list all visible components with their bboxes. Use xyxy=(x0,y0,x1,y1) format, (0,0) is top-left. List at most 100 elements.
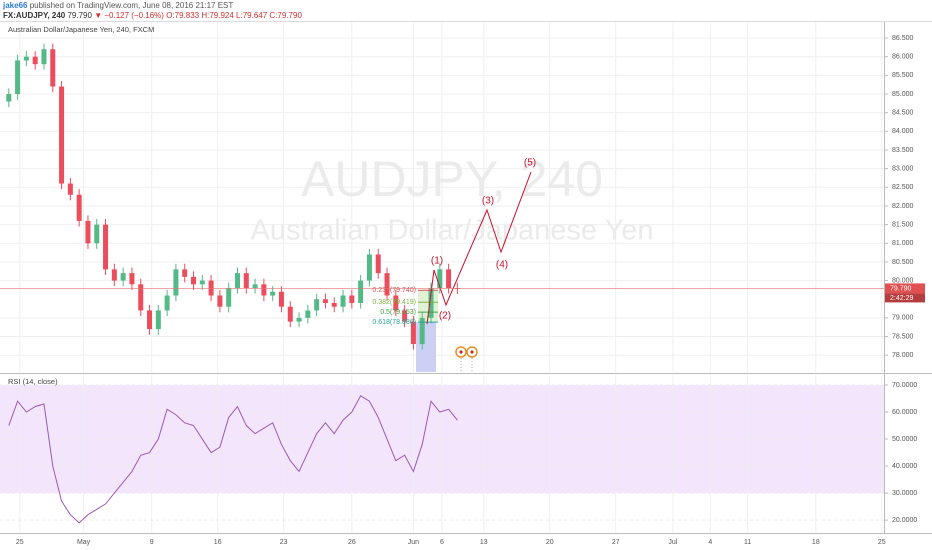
candle-body xyxy=(384,273,390,296)
countdown-tag xyxy=(885,293,925,303)
candle-body xyxy=(234,273,240,289)
candle-body xyxy=(410,321,416,345)
x-tick-label: 25 xyxy=(878,539,886,546)
candle-body xyxy=(305,310,311,318)
x-tick-label: 27 xyxy=(612,539,620,546)
candle-body xyxy=(243,273,249,289)
candle-body xyxy=(94,224,100,244)
y-tick-label: 83.500 xyxy=(892,147,914,154)
y-tick-label: 85.500 xyxy=(892,72,914,79)
candle-body xyxy=(103,224,109,270)
candle-body xyxy=(393,295,399,311)
plot: (1) (2) (3) (4) (5) xyxy=(6,43,536,524)
x-tick-label: 6 xyxy=(440,539,444,546)
candle-body xyxy=(261,284,267,296)
x-tick-label: 23 xyxy=(280,539,288,546)
candle-body xyxy=(278,291,284,307)
y-tick-label: 50.0000 xyxy=(892,436,917,443)
close: C:79.790 xyxy=(269,11,302,20)
x-tick-label: 18 xyxy=(812,539,820,546)
author[interactable]: jake66 xyxy=(2,1,28,10)
x-tick-label: 11 xyxy=(744,539,751,546)
y-tick-label: 80.000 xyxy=(892,277,914,284)
y-tick-label: 70.0000 xyxy=(892,382,917,389)
candle-body xyxy=(32,56,38,65)
y-tick-label: 83.000 xyxy=(892,165,914,172)
candle-body xyxy=(6,94,12,102)
candle-body xyxy=(173,269,179,296)
candle-body xyxy=(446,269,452,289)
candle-body xyxy=(208,280,214,296)
header-line-2: FX:AUDJPY, 240 79.790 ▼ −0.127 (−0.16%) … xyxy=(3,11,302,20)
y-tick-label: 78.500 xyxy=(892,333,914,340)
fib-label: 0.618(78.886) xyxy=(372,319,416,326)
wave-label: (5) xyxy=(524,158,536,169)
low: L:79.647 xyxy=(236,11,268,20)
pane-title: Australian Dollar/Japanese Yen, 240, FXC… xyxy=(8,25,154,34)
fib-label: 0.5(79.153) xyxy=(380,309,416,316)
y-tick-label: 82.000 xyxy=(892,203,914,210)
x-tick-label: 13 xyxy=(480,539,488,546)
candle-body xyxy=(182,269,188,277)
x-tick-label: 9 xyxy=(150,539,154,546)
y-tick-label: 40.0000 xyxy=(892,463,917,470)
candle-body xyxy=(164,295,170,311)
candle-body xyxy=(199,280,205,285)
last-price-tag xyxy=(885,283,925,294)
candle-body xyxy=(41,49,47,65)
range-zone xyxy=(416,322,436,372)
open: O:79.833 xyxy=(166,11,199,20)
high: H:79.924 xyxy=(201,11,234,20)
wave-label: (2) xyxy=(439,311,451,322)
rsi-title: RSI (14, close) xyxy=(8,377,58,386)
last: 79.790 xyxy=(67,11,92,20)
event-dot xyxy=(470,350,474,354)
candle-body xyxy=(287,306,293,322)
y-tick-label: 81.500 xyxy=(892,221,914,228)
symbol: FX:AUDJPY, 240 xyxy=(3,11,66,20)
x-tick-label: Jul xyxy=(668,539,677,546)
candle-body xyxy=(67,183,73,195)
wave-label: (3) xyxy=(482,196,494,207)
candle-body xyxy=(15,60,21,95)
candle-body xyxy=(191,276,197,285)
arrow: ▼ xyxy=(94,11,102,20)
candle-body xyxy=(296,317,302,322)
y-tick-label: 85.000 xyxy=(892,91,914,98)
candle-body xyxy=(23,56,29,61)
y-tick-label: 82.500 xyxy=(892,184,914,191)
candle-body xyxy=(129,273,135,285)
y-tick-label: 30.0000 xyxy=(892,490,917,497)
candle-body xyxy=(147,310,153,330)
candle-body xyxy=(437,269,443,289)
candle-body xyxy=(358,280,364,303)
y-tick-label: 60.0000 xyxy=(892,409,917,416)
x-tick-label: 26 xyxy=(348,539,356,546)
candle-body xyxy=(85,220,91,244)
candle-body xyxy=(419,317,425,345)
watermark: AUDJPY, 240 xyxy=(301,151,603,207)
y-tick-label: 81.000 xyxy=(892,240,914,247)
wave-path xyxy=(426,171,532,325)
candle-body xyxy=(252,284,258,289)
x-tick-label: 20 xyxy=(546,539,554,546)
candle-body xyxy=(120,273,126,281)
x-tick-label: 25 xyxy=(16,539,24,546)
grid xyxy=(0,22,884,532)
candle-body xyxy=(217,295,223,307)
fib-label: 0.382(79.419) xyxy=(372,299,416,306)
candle-body xyxy=(331,302,337,307)
x-tick-label: Jun xyxy=(408,539,419,546)
candle-body xyxy=(155,310,161,330)
change: −0.127 (−0.16%) xyxy=(104,11,164,20)
last-price-label: 79.790 xyxy=(890,285,912,292)
wave-label: (1) xyxy=(431,256,443,267)
x-tick-label: 16 xyxy=(214,539,222,546)
candle-body xyxy=(402,310,408,322)
y-tick-label: 79.000 xyxy=(892,315,914,322)
candle-body xyxy=(366,254,372,281)
y-tick-label: 84.000 xyxy=(892,128,914,135)
wave-label: (4) xyxy=(496,260,508,271)
candle-body xyxy=(428,288,434,318)
